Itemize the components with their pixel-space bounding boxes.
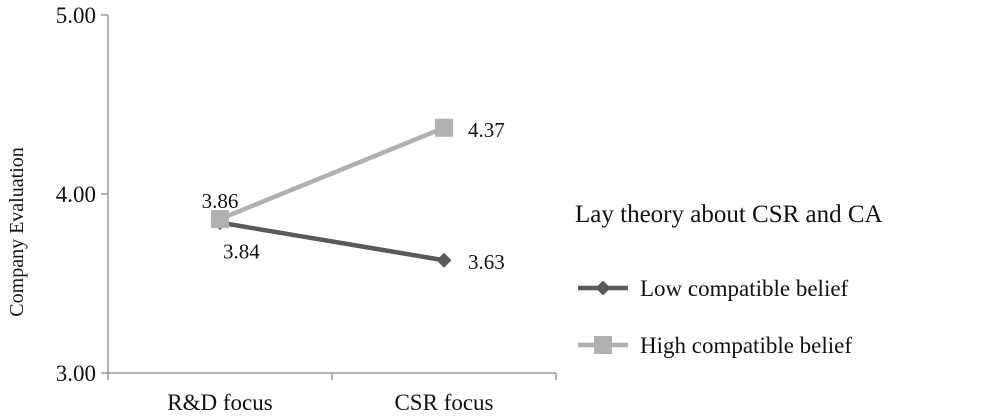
series-line bbox=[219, 125, 445, 222]
legend-marker bbox=[594, 336, 612, 354]
y-tick-label: 3.00 bbox=[56, 361, 96, 386]
series-line bbox=[219, 220, 445, 263]
data-label: 3.84 bbox=[223, 240, 260, 264]
y-ticks: 3.00 4.00 5.00 bbox=[56, 3, 108, 386]
legend-title: Lay theory about CSR and CA bbox=[575, 201, 883, 228]
data-label: 3.86 bbox=[202, 189, 239, 213]
series-group: 3.84 3.63 3.86 4.37 bbox=[202, 118, 505, 274]
data-label: 4.37 bbox=[468, 118, 505, 142]
y-tick-label: 4.00 bbox=[56, 182, 96, 207]
x-ticks: R&D focus CSR focus bbox=[107, 373, 557, 415]
data-label: 3.63 bbox=[468, 250, 505, 274]
y-axis-label: Company Evaluation bbox=[6, 147, 28, 316]
legend-marker bbox=[595, 280, 611, 296]
data-point bbox=[435, 118, 453, 137]
y-tick-label: 5.00 bbox=[56, 3, 96, 28]
x-tick-label: CSR focus bbox=[394, 390, 493, 415]
x-tick-label: R&D focus bbox=[167, 390, 272, 415]
legend-item-label: High compatible belief bbox=[640, 333, 852, 358]
legend-item-label: Low compatible belief bbox=[640, 276, 849, 301]
legend: Low compatible belief High compatible bel… bbox=[578, 276, 852, 358]
data-point bbox=[436, 252, 452, 268]
data-point bbox=[211, 210, 229, 229]
